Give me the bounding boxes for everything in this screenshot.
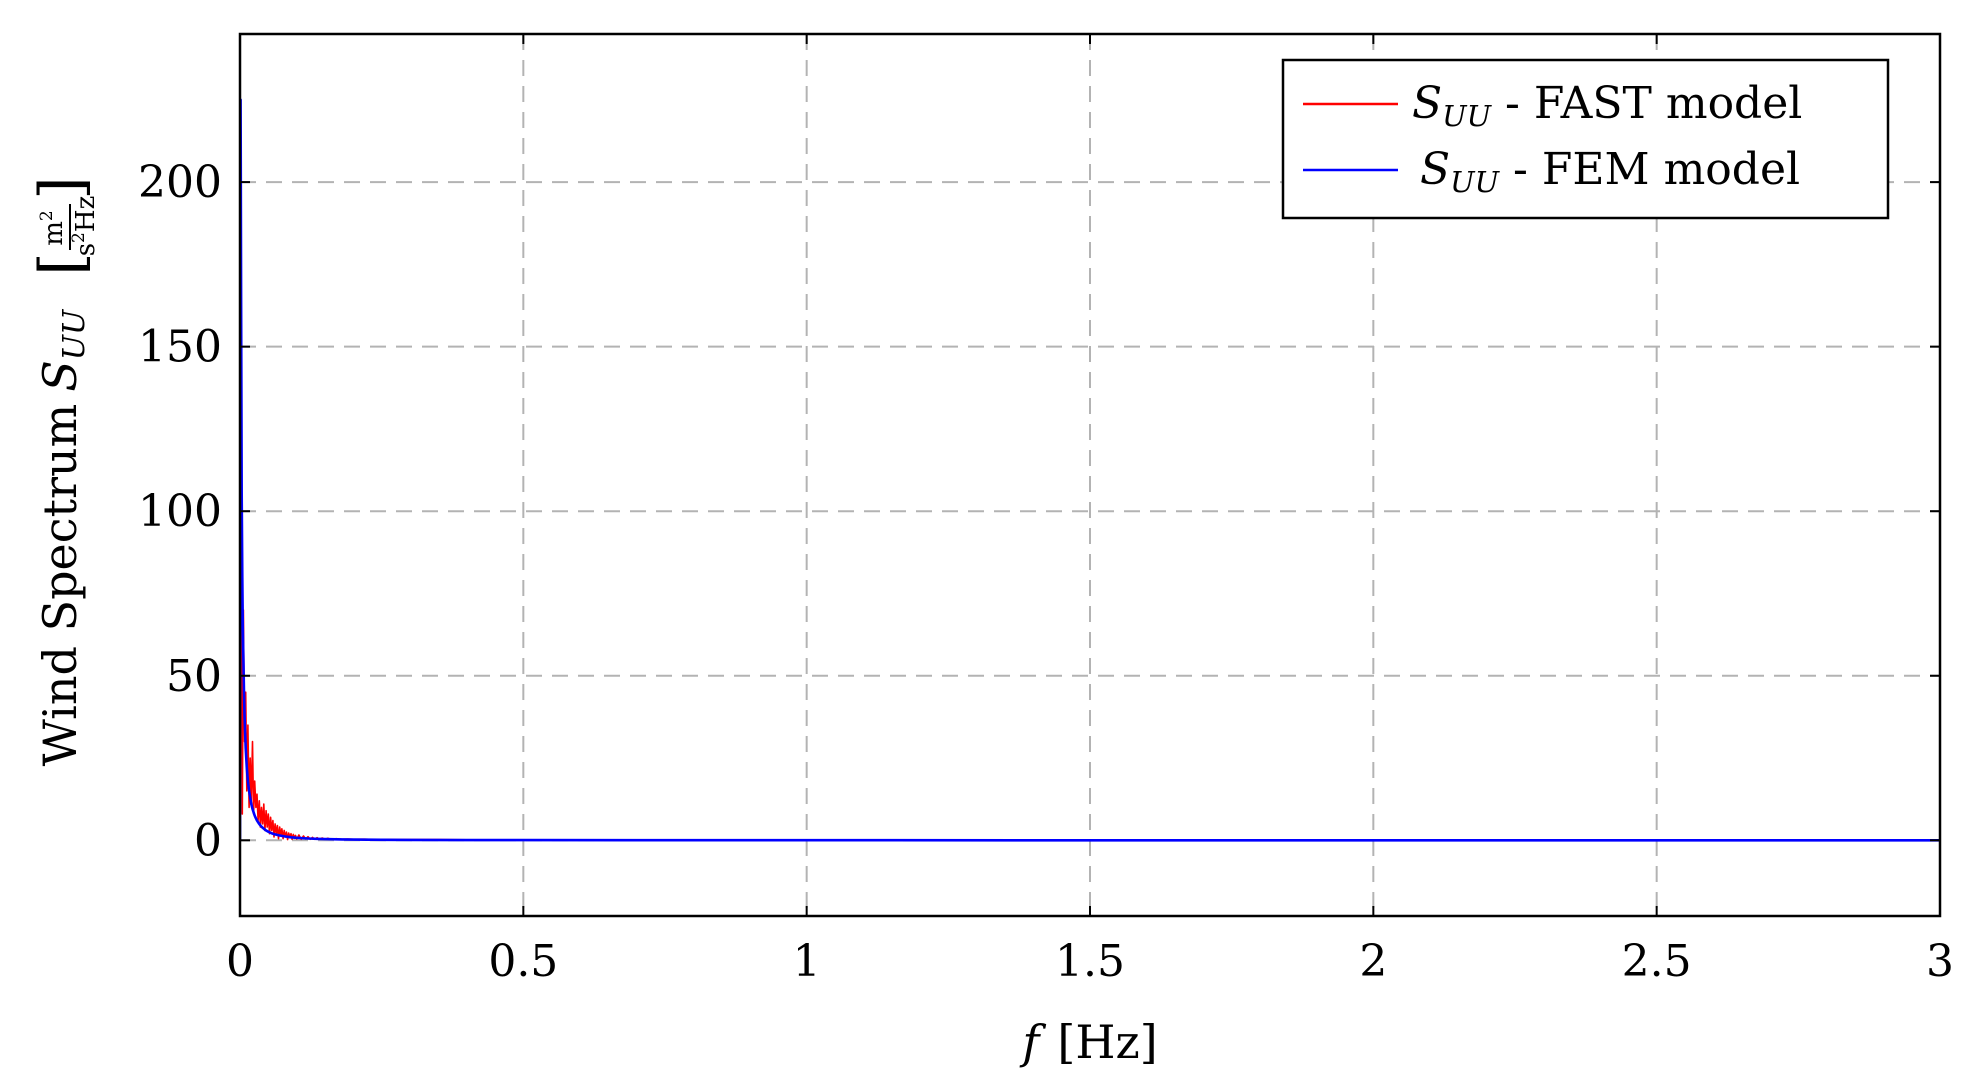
x-tick-label: 1.5 [1055, 936, 1125, 987]
legend: SUU - FAST model SUU - FEM model [1281, 58, 1890, 220]
y-unit-denominator: s2Hz [69, 196, 101, 257]
y-unit-bracket-right: ] [27, 176, 97, 199]
series-line-1 [240, 98, 1940, 842]
x-tick-label: 0 [226, 936, 254, 987]
legend-label-fast: SUU - FAST model [1412, 78, 1802, 133]
x-tick-label: 1 [793, 936, 821, 987]
series-layer [240, 98, 1940, 842]
y-tick-label: 100 [138, 486, 222, 537]
x-axis-label: f [Hz] [1019, 1015, 1157, 1069]
legend-label-fem: SUU - FEM model [1420, 144, 1800, 199]
y-unit-numerator: m2 [37, 210, 69, 245]
y-tick-label: 150 [138, 322, 222, 373]
y-tick-label: 0 [194, 815, 222, 866]
tick-labels: 0 0.5 1 1.5 2 2.5 3 0 50 100 150 200 [138, 157, 1954, 987]
tick-marks [239, 34, 1941, 916]
svg-text:Wind SpectrumSUU: Wind SpectrumSUU [33, 308, 92, 766]
x-tick-label: 2 [1359, 936, 1387, 987]
x-tick-label: 2.5 [1622, 936, 1692, 987]
y-axis-label: Wind SpectrumSUU [ m2 s2Hz ] [27, 176, 101, 766]
x-tick-label: 3 [1926, 936, 1954, 987]
y-tick-label: 50 [166, 651, 222, 702]
y-unit-bracket-left: [ [27, 252, 97, 275]
legend-box [1281, 58, 1890, 220]
x-tick-label: 0.5 [488, 936, 558, 987]
y-tick-label: 200 [138, 157, 222, 208]
